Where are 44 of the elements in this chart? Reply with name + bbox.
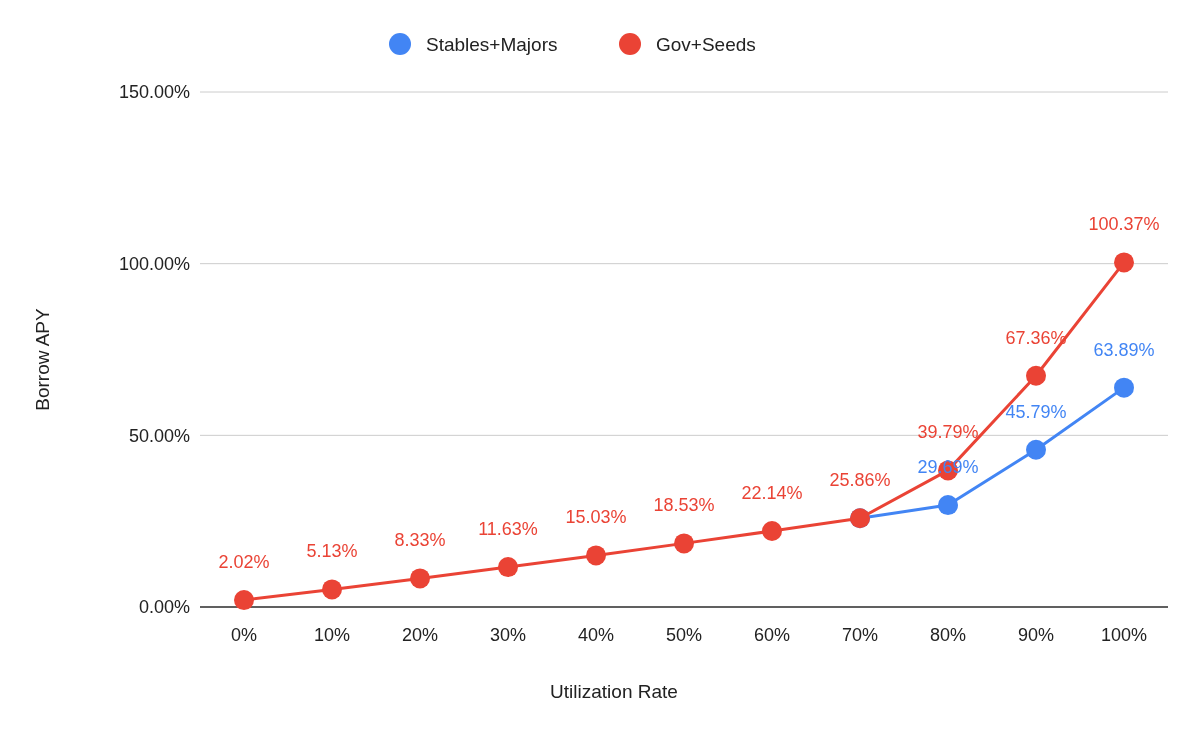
point (1114, 252, 1134, 273)
x-tick-label: 10% (313, 625, 351, 645)
y-tick-label: 50.00% (128, 425, 190, 446)
x-tick-label: 70% (841, 625, 879, 645)
data-label: 67.36% (1005, 327, 1067, 348)
data-label: 100.37% (1088, 214, 1160, 235)
data-label: 11.63% (478, 519, 538, 540)
y-tick-label: 150.00% (118, 82, 190, 103)
point (1114, 377, 1134, 398)
x-tick-label: 40% (577, 625, 615, 645)
y-axis-title: Borrow APY (32, 307, 53, 411)
data-label: 25.86% (829, 470, 891, 491)
x-tick-label: 30% (489, 625, 527, 645)
x-tick-label: 80% (929, 625, 967, 645)
data-label: 5.13% (306, 541, 358, 562)
x-tick-label: 20% (401, 625, 439, 645)
y-tick-label: 100.00% (118, 253, 190, 274)
data-label: 15.03% (565, 507, 627, 528)
x-tick-label: 90% (1017, 625, 1055, 645)
point (938, 495, 958, 516)
data-label: 63.89% (1093, 339, 1155, 360)
point (762, 520, 782, 541)
x-tick-label: 50% (665, 625, 703, 645)
legend-label: Stables+Majors (426, 33, 558, 55)
data-label: 39.79% (917, 422, 979, 443)
x-tick-label: 0% (230, 625, 258, 645)
legend-label: Gov+Seeds (656, 33, 756, 55)
x-axis-title: Utilization Rate (550, 681, 678, 702)
x-tick-label: 100% (1100, 625, 1148, 645)
point (586, 545, 606, 566)
point (1026, 365, 1046, 386)
x-tick-label: 60% (753, 625, 791, 645)
point (322, 579, 342, 600)
data-label: 45.79% (1005, 401, 1067, 422)
point (498, 557, 518, 578)
point (1026, 439, 1046, 460)
data-label: 18.53% (653, 495, 715, 516)
point (674, 533, 694, 554)
y-tick-label: 0.00% (138, 597, 190, 618)
data-label: 22.14% (741, 482, 803, 503)
data-label: 8.33% (394, 530, 446, 551)
data-label: 2.02% (218, 552, 270, 573)
point (410, 568, 430, 589)
point (234, 590, 254, 611)
